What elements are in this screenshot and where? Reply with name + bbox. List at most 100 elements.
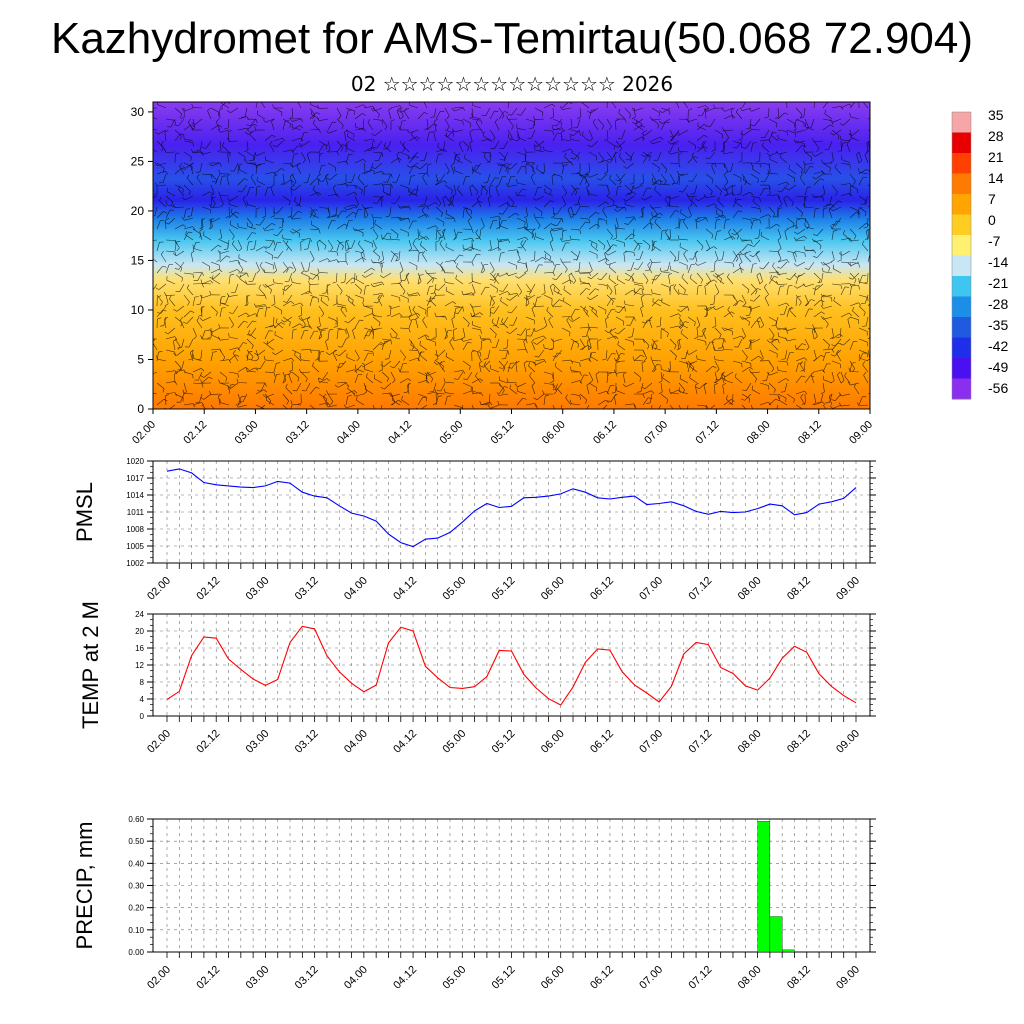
wind-barb-flag bbox=[479, 334, 482, 339]
wind-barb bbox=[181, 338, 185, 348]
wind-barb-flag bbox=[785, 187, 789, 191]
wind-barb bbox=[849, 184, 858, 190]
wind-barb-flag bbox=[678, 325, 682, 330]
wind-barb-flag bbox=[759, 163, 762, 168]
wind-barb bbox=[347, 299, 356, 307]
wind-barb bbox=[421, 210, 428, 219]
wind-barb-flag bbox=[240, 269, 244, 273]
wind-barb-flag bbox=[345, 382, 349, 386]
wind-barb-flag bbox=[777, 194, 781, 199]
wind-barb bbox=[346, 206, 356, 211]
wind-barb bbox=[230, 107, 239, 114]
wind-barb-flag bbox=[783, 195, 787, 199]
wind-barb bbox=[525, 329, 527, 340]
y-tick-label: 5 bbox=[137, 352, 144, 366]
wind-barb bbox=[265, 118, 275, 123]
wind-barb bbox=[442, 198, 446, 208]
wind-barb bbox=[552, 227, 562, 230]
wind-barb bbox=[784, 231, 788, 241]
wind-barb bbox=[752, 250, 761, 258]
wind-barb-flag bbox=[192, 274, 195, 279]
wind-barb-flag bbox=[325, 130, 329, 134]
wind-barb-flag bbox=[454, 378, 459, 380]
wind-barb bbox=[408, 136, 418, 142]
wind-barb-flag bbox=[496, 162, 500, 167]
wind-barb-flag bbox=[425, 269, 428, 274]
wind-barb bbox=[363, 239, 373, 244]
wind-barb-flag bbox=[552, 124, 557, 127]
wind-barb bbox=[516, 217, 526, 223]
wind-barb-flag bbox=[491, 269, 495, 274]
wind-barb-flag bbox=[595, 310, 597, 315]
wind-barb bbox=[617, 206, 626, 212]
wind-barb-flag bbox=[244, 178, 249, 181]
wind-barb-flag bbox=[429, 295, 432, 300]
wind-barb-flag bbox=[820, 261, 824, 266]
wind-barb-flag bbox=[577, 172, 581, 176]
wind-barb-flag bbox=[587, 297, 591, 301]
wind-barb bbox=[544, 257, 554, 263]
wind-barb bbox=[472, 170, 482, 175]
wind-barb-flag bbox=[735, 258, 739, 262]
wind-barb-flag bbox=[542, 112, 544, 117]
x-tick-label: 02.12 bbox=[181, 419, 209, 447]
wind-barb-flag bbox=[543, 335, 547, 340]
wind-barb bbox=[543, 316, 548, 326]
wind-barb bbox=[220, 302, 230, 307]
wind-barb bbox=[750, 288, 758, 296]
wind-barb bbox=[768, 206, 776, 214]
wind-barb bbox=[252, 151, 257, 161]
wind-barb-flag bbox=[574, 270, 579, 273]
wind-barb-flag bbox=[469, 366, 471, 371]
wind-barb bbox=[201, 173, 212, 176]
wind-barb-flag bbox=[800, 171, 805, 174]
wind-barb-flag bbox=[485, 402, 490, 405]
wind-barb-flag bbox=[604, 330, 609, 333]
wind-barb bbox=[464, 157, 473, 164]
wind-barb-flag bbox=[559, 237, 563, 242]
wind-barb bbox=[517, 137, 527, 142]
wind-barb bbox=[337, 303, 347, 307]
wind-barb-flag bbox=[478, 200, 483, 204]
wind-barb bbox=[282, 266, 290, 274]
wind-barb bbox=[546, 310, 554, 318]
wind-barb-flag bbox=[716, 274, 719, 279]
wind-barb bbox=[741, 294, 747, 304]
wind-barb bbox=[705, 239, 711, 249]
wind-barb bbox=[336, 223, 345, 230]
wind-barb bbox=[579, 272, 590, 274]
wind-barb-flag bbox=[293, 181, 297, 186]
wind-barb-flag bbox=[693, 156, 698, 159]
wind-barb bbox=[858, 195, 867, 202]
wind-barb bbox=[339, 360, 347, 369]
wind-barb bbox=[480, 217, 485, 227]
wind-barb-flag bbox=[264, 304, 268, 309]
wind-barb-flag bbox=[157, 295, 162, 298]
wind-barb bbox=[822, 118, 832, 121]
wind-barb-flag bbox=[804, 196, 808, 199]
wind-barb bbox=[426, 286, 430, 296]
wind-barb bbox=[417, 371, 427, 376]
wind-barb-flag bbox=[791, 202, 794, 207]
wind-barb-flag bbox=[532, 361, 537, 366]
wind-barb bbox=[184, 217, 194, 221]
wind-barb-flag bbox=[613, 244, 618, 247]
wind-barb-flag bbox=[372, 311, 374, 316]
wind-barb bbox=[831, 184, 838, 193]
wind-barb-flag bbox=[237, 190, 242, 193]
wind-barb-flag bbox=[787, 97, 791, 99]
wind-barb bbox=[435, 230, 438, 241]
wind-barb-flag bbox=[695, 217, 700, 221]
wind-barb bbox=[489, 261, 495, 271]
wind-barb-flag bbox=[550, 338, 554, 342]
wind-barb bbox=[862, 364, 869, 373]
wind-barb bbox=[588, 288, 596, 296]
wind-barb-flag bbox=[303, 248, 309, 250]
wind-barb-flag bbox=[480, 120, 483, 125]
colorbar-label: -49 bbox=[988, 359, 1008, 375]
wind-barb bbox=[679, 378, 689, 384]
wind-barb bbox=[327, 330, 330, 340]
wind-barb bbox=[624, 107, 632, 115]
wind-barb bbox=[816, 250, 824, 258]
wind-barb-flag bbox=[532, 328, 536, 332]
